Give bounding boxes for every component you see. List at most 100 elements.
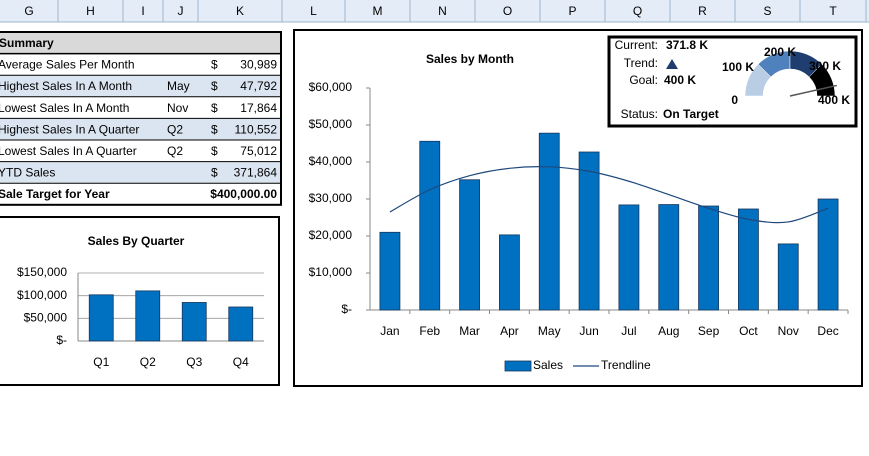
chart-title: Sales By Quarter — [88, 234, 185, 248]
bar — [538, 132, 560, 311]
gauge-needle — [789, 84, 837, 97]
row-period: May — [167, 79, 190, 93]
row-label: Lowest Sales In A Month — [0, 101, 129, 115]
column-header: O — [503, 4, 512, 18]
y-tick-label: $40,000 — [309, 154, 353, 168]
trend-line — [389, 166, 829, 224]
row-amount: 17,864 — [240, 101, 277, 115]
gauge-scale-label: 100 K — [722, 60, 754, 74]
bar — [379, 231, 401, 311]
column-header: S — [763, 4, 771, 18]
y-tick-label: $30,000 — [309, 191, 353, 205]
y-tick-label: $100,000 — [17, 288, 67, 302]
column-header: H — [86, 4, 95, 18]
bar — [135, 290, 161, 342]
column-header: G — [24, 4, 33, 18]
gauge-text: Current: — [615, 38, 658, 52]
x-tick-label: Q3 — [186, 355, 202, 369]
x-tick-label: Jun — [579, 324, 598, 338]
bar — [578, 151, 600, 311]
column-header: T — [829, 4, 837, 18]
row-period: Nov — [167, 101, 188, 115]
x-tick-label: Aug — [658, 324, 679, 338]
column-header: N — [438, 4, 447, 18]
column-header: K — [236, 4, 244, 18]
summary-header-bg — [0, 32, 281, 54]
row-currency: $ — [211, 144, 218, 158]
gauge-scale-label: 400 K — [818, 93, 850, 107]
row-currency: $ — [211, 101, 218, 115]
x-tick-label: Apr — [500, 324, 519, 338]
x-tick-label: Jul — [621, 324, 636, 338]
row-currency: $ — [211, 58, 218, 72]
legend-label: Sales — [533, 358, 563, 372]
column-header: J — [178, 4, 184, 18]
row-currency: $ — [211, 166, 218, 180]
y-tick-label: $20,000 — [309, 228, 353, 242]
x-tick-label: Q4 — [233, 355, 249, 369]
row-bg — [0, 75, 281, 97]
gauge-scale-label: 200 K — [764, 45, 796, 59]
bar — [658, 204, 680, 311]
bar — [228, 306, 254, 342]
bar — [459, 179, 480, 311]
bar — [777, 243, 799, 311]
x-tick-label: Mar — [459, 324, 480, 338]
gauge-scale-label: 300 K — [809, 59, 841, 73]
x-tick-label: Oct — [739, 324, 758, 338]
row-label: Lowest Sales In A Quarter — [0, 144, 137, 158]
row-amount: 110,552 — [235, 122, 278, 136]
gauge-scale-label: 0 — [731, 93, 738, 107]
gauge-frame — [607, 35, 858, 128]
x-tick-label: Sep — [698, 324, 720, 338]
column-header: L — [310, 4, 317, 18]
gauge-text: Trend: — [624, 56, 658, 70]
x-tick-label: Dec — [817, 324, 838, 338]
bar — [817, 198, 839, 311]
gauge-text: 400 K — [664, 73, 696, 87]
trend-icon — [666, 59, 678, 69]
gauge-text: On Target — [663, 107, 719, 121]
y-tick-label: $10,000 — [309, 265, 353, 279]
row-label: YTD Sales — [0, 166, 55, 180]
row-bg — [0, 118, 281, 140]
gauge-text: 371.8 K — [666, 38, 708, 52]
bar — [499, 234, 520, 311]
x-tick-label: May — [538, 324, 561, 338]
y-tick-label: $50,000 — [309, 117, 353, 131]
row-label: Highest Sales In A Month — [0, 79, 132, 93]
bar — [419, 140, 441, 311]
row-label: Sale Target for Year — [0, 187, 110, 201]
row-amount: $400,000.00 — [210, 187, 277, 201]
row-period: Q2 — [167, 144, 183, 158]
row-amount: 30,989 — [240, 58, 277, 72]
x-tick-label: Q2 — [140, 355, 156, 369]
x-tick-label: Q1 — [93, 355, 109, 369]
bar — [698, 205, 719, 311]
chart-title: Sales by Month — [426, 52, 514, 66]
row-label: Average Sales Per Month — [0, 58, 135, 72]
legend-swatch — [504, 360, 532, 372]
row-amount: 47,792 — [240, 79, 277, 93]
row-period: Q2 — [167, 122, 183, 136]
y-tick-label: $- — [341, 302, 352, 316]
gauge-text: Goal: — [629, 73, 658, 87]
summary-border — [0, 31, 282, 206]
y-tick-label: $50,000 — [24, 311, 68, 325]
column-header: Q — [633, 4, 642, 18]
bar — [88, 294, 114, 342]
x-tick-label: Jan — [380, 324, 399, 338]
column-header-bar — [0, 0, 869, 22]
row-currency: $ — [211, 79, 218, 93]
x-tick-label: Nov — [778, 324, 799, 338]
row-amount: 371,864 — [234, 166, 278, 180]
row-amount: 75,012 — [240, 144, 277, 158]
row-label: Highest Sales In A Quarter — [0, 122, 139, 136]
bar — [738, 208, 759, 311]
legend-label: Trendline — [601, 358, 651, 372]
column-header: I — [141, 4, 144, 18]
y-tick-label: $- — [56, 333, 67, 347]
bar — [181, 302, 207, 342]
x-tick-label: Feb — [419, 324, 440, 338]
